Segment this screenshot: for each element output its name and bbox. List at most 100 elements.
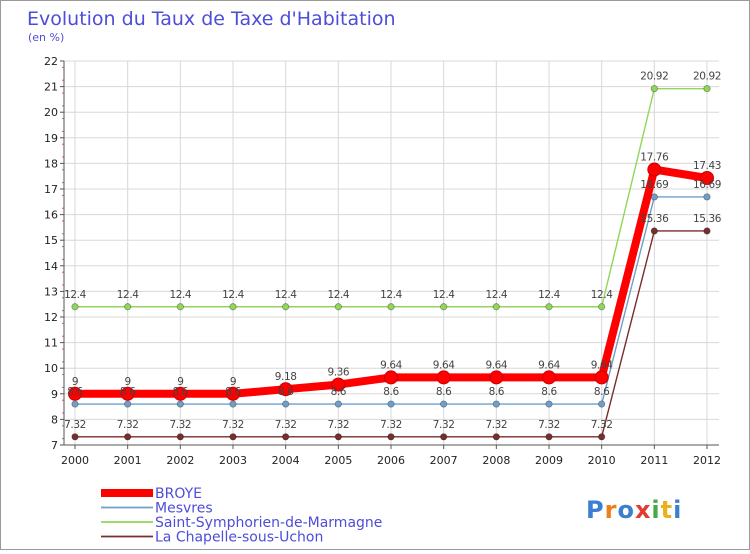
series-layer (68, 85, 714, 441)
chart-title: Evolution du Taux de Taxe d'Habitation (27, 8, 396, 30)
y-tick-label: 17 (44, 183, 58, 196)
x-tick-label: 2007 (430, 454, 458, 467)
legend-label: La Chapelle-sous-Uchon (155, 530, 323, 546)
data-label: 17.43 (693, 160, 721, 172)
data-point (703, 85, 711, 93)
data-label: 9 (230, 376, 236, 388)
x-tick-label: 2010 (588, 454, 616, 467)
y-tick-label: 12 (44, 311, 58, 324)
data-point (594, 370, 609, 385)
data-label: 7.32 (538, 419, 560, 431)
data-point (334, 303, 342, 311)
data-point (545, 303, 553, 311)
data-point (545, 433, 553, 441)
data-label: 9.64 (433, 359, 455, 371)
y-tick-label: 20 (44, 106, 58, 119)
data-point (436, 370, 451, 385)
data-point (282, 303, 290, 311)
data-point (334, 400, 342, 408)
legend-label: Saint-Symphorien-de-Marmagne (155, 515, 382, 531)
x-tick-label: 2008 (482, 454, 510, 467)
data-label: 15.36 (693, 213, 722, 225)
data-point (120, 386, 135, 401)
data-label: 8.6 (541, 386, 557, 398)
data-point (545, 400, 553, 408)
y-tick-label: 9 (51, 388, 58, 401)
data-label: 9 (177, 376, 183, 388)
data-label: 8.6 (436, 386, 452, 398)
data-label: 7.32 (64, 419, 86, 431)
data-point (71, 303, 79, 311)
data-point (492, 400, 500, 408)
data-label: 16.69 (640, 179, 668, 191)
data-point (542, 370, 556, 385)
x-tick-label: 2004 (272, 454, 300, 467)
y-tick-label: 22 (44, 55, 58, 68)
x-tick-label: 2012 (693, 454, 721, 467)
axes (60, 60, 719, 449)
y-tick-label: 14 (44, 260, 58, 273)
legend-label: Mesvres (155, 501, 213, 517)
x-ticks: 2000 2001 2002 2003 2004 2005 2006 2007 2008 2009… (61, 454, 721, 467)
data-point (387, 303, 395, 311)
x-tick-label: 2005 (324, 454, 352, 467)
data-point (384, 370, 398, 385)
data-point (703, 193, 711, 201)
data-label: 7.32 (275, 419, 297, 431)
y-ticks: 7 8 9 10 11 12 13 14 15 16 17 18 19 20 21 22 (44, 55, 58, 452)
data-point (176, 433, 184, 441)
data-point (647, 162, 662, 177)
data-label: 7.32 (591, 419, 613, 431)
data-label: 16.69 (693, 179, 721, 191)
data-label: 8.6 (594, 386, 610, 398)
data-point (334, 433, 342, 441)
chart-subtitle: (en %) (28, 31, 64, 44)
data-label: 7.32 (169, 419, 191, 431)
data-label: 12.4 (275, 289, 297, 301)
data-label: 9.64 (380, 359, 402, 371)
data-label: 8.6 (225, 386, 241, 398)
legend: BROYEMesvresSaint-Symphorien-de-Marmagne… (101, 486, 382, 546)
data-point (229, 433, 237, 441)
data-label: 12.4 (380, 289, 402, 301)
data-point (598, 400, 606, 408)
data-point (650, 193, 658, 201)
data-label: 8.6 (173, 386, 189, 398)
data-labels: 9 9 9 9 9.18 9.36 9.64 9.64 9.64 9.64 9.64 17.76 17.… (64, 71, 722, 431)
data-point (176, 303, 184, 311)
y-tick-label: 11 (44, 337, 58, 350)
x-tick-label: 2000 (61, 454, 89, 467)
data-point (387, 400, 395, 408)
y-tick-label: 15 (44, 234, 58, 247)
data-label: 12.4 (433, 289, 455, 301)
brand-letter: i (673, 496, 682, 524)
data-label: 20.92 (693, 71, 721, 83)
data-label: 17.76 (640, 152, 669, 164)
data-label: 20.92 (640, 71, 668, 83)
data-point (492, 303, 500, 311)
data-label: 7.32 (117, 419, 139, 431)
y-tick-label: 16 (44, 209, 58, 222)
data-point (440, 400, 448, 408)
y-tick-label: 19 (44, 132, 58, 145)
brand-letter: o (617, 496, 635, 524)
data-point (650, 85, 658, 93)
data-point (331, 377, 346, 392)
legend-label: BROYE (155, 486, 202, 502)
data-label: 9.64 (538, 359, 560, 371)
data-label: 9.18 (275, 371, 297, 383)
data-label: 8.6 (67, 386, 83, 398)
data-label: 9.64 (485, 359, 507, 371)
data-point (229, 400, 237, 408)
y-tick-label: 13 (44, 285, 58, 298)
x-tick-label: 2011 (640, 454, 668, 467)
y-tick-label: 18 (44, 157, 58, 170)
data-point (68, 386, 82, 401)
y-tick-label: 10 (44, 362, 58, 375)
y-tick-label: 8 (51, 413, 58, 426)
data-point (598, 303, 606, 311)
data-label: 9.36 (327, 367, 349, 379)
data-point (71, 400, 79, 408)
brand-letter: x (635, 496, 651, 524)
